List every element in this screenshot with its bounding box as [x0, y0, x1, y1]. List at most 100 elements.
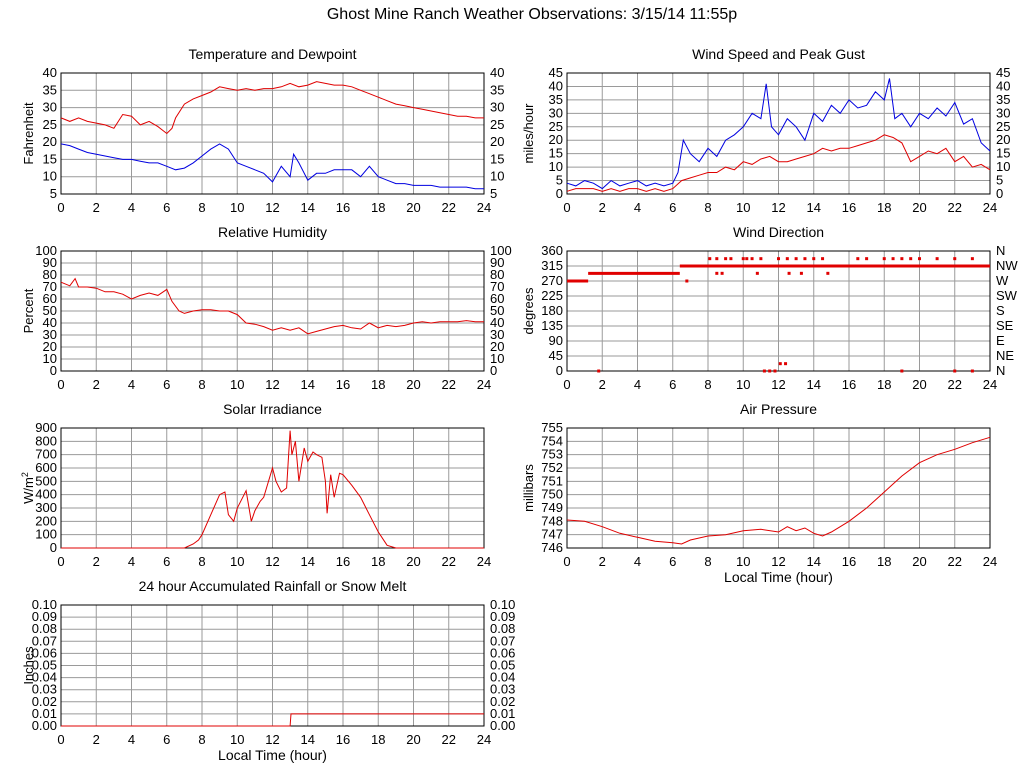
y-tick-label: 270	[541, 273, 563, 288]
direction-point	[768, 369, 772, 373]
y-tick-label: 749	[541, 500, 563, 515]
x-tick-label: 4	[128, 732, 135, 747]
right-y-tick-label: 60	[490, 291, 504, 306]
direction-point	[826, 271, 830, 275]
y-tick-label: 45	[549, 65, 563, 80]
direction-point	[856, 257, 860, 261]
right-y-tick-label: 30	[490, 327, 504, 342]
x-tick-label: 22	[442, 554, 456, 569]
x-tick-label: 20	[912, 200, 926, 215]
y-tick-label: 60	[43, 291, 57, 306]
y-tick-label: 70	[43, 279, 57, 294]
y-tick-label: 754	[541, 433, 563, 448]
y-tick-label: 35	[43, 82, 57, 97]
right-y-tick-label: 0.03	[490, 682, 515, 697]
direction-point	[821, 257, 825, 261]
y-tick-label: 45	[549, 348, 563, 363]
y-axis-label: degrees	[521, 287, 536, 334]
y-tick-label: 40	[43, 65, 57, 80]
y-tick-label: 400	[35, 487, 57, 502]
y-tick-label: 746	[541, 540, 563, 555]
right-y-tick-label: 10	[490, 169, 504, 184]
x-tick-label: 24	[983, 377, 997, 392]
x-tick-label: 4	[128, 200, 135, 215]
x-tick-label: 18	[877, 200, 891, 215]
direction-point	[741, 257, 745, 261]
y-tick-label: 700	[35, 447, 57, 462]
direction-point	[724, 257, 728, 261]
y-tick-label: 500	[35, 473, 57, 488]
x-tick-label: 14	[807, 554, 821, 569]
chart-title: Relative Humidity	[218, 224, 327, 240]
x-tick-label: 10	[230, 554, 244, 569]
right-y-tick-label: 10	[996, 159, 1010, 174]
x-tick-label: 22	[948, 200, 962, 215]
x-tick-label: 12	[265, 200, 279, 215]
x-tick-label: 2	[599, 554, 606, 569]
y-tick-label: 40	[43, 315, 57, 330]
right-y-tick-label: 50	[490, 303, 504, 318]
direction-point	[685, 279, 689, 283]
x-tick-label: 20	[406, 554, 420, 569]
y-axis-label: W/m2	[20, 472, 36, 504]
y-tick-label: 25	[43, 117, 57, 132]
x-tick-label: 12	[771, 554, 785, 569]
right-y-tick-label: NW	[996, 258, 1018, 273]
y-tick-label: 100	[35, 243, 57, 258]
right-y-tick-label: 15	[490, 151, 504, 166]
plot-frame	[566, 427, 991, 549]
y-tick-label: 10	[43, 169, 57, 184]
y-tick-label: 0.06	[32, 645, 57, 660]
chart-title: Air Pressure	[740, 401, 817, 417]
x-tick-label: 6	[669, 554, 676, 569]
x-tick-label: 24	[477, 200, 491, 215]
right-y-tick-label: 30	[996, 105, 1010, 120]
right-y-tick-label: E	[996, 333, 1005, 348]
series-line	[61, 713, 484, 727]
x-tick-label: 2	[599, 200, 606, 215]
direction-point	[799, 271, 803, 275]
y-tick-label: 15	[43, 151, 57, 166]
direction-point	[812, 257, 816, 261]
chart-rain: 24 hour Accumulated Rainfall or Snow Mel…	[21, 578, 515, 763]
right-y-tick-label: 90	[490, 255, 504, 270]
plot-frame	[566, 72, 991, 195]
x-tick-label: 8	[198, 200, 205, 215]
series-line	[566, 134, 991, 192]
x-tick-label: 8	[704, 554, 711, 569]
x-tick-label: 18	[371, 200, 385, 215]
direction-point	[777, 257, 780, 261]
right-y-tick-label: 0.00	[490, 718, 515, 733]
x-tick-label: 24	[477, 554, 491, 569]
direction-point	[762, 369, 766, 373]
x-tick-label: 10	[230, 200, 244, 215]
y-axis-label: Percent	[21, 288, 36, 333]
x-tick-label: 10	[736, 377, 750, 392]
y-tick-label: 0	[556, 186, 563, 201]
direction-point	[715, 271, 719, 275]
direction-point	[787, 271, 791, 275]
y-tick-label: 40	[549, 78, 563, 93]
direction-point	[745, 257, 749, 261]
direction-point	[953, 369, 957, 373]
y-tick-label: 25	[549, 119, 563, 134]
y-tick-label: 0	[50, 540, 57, 555]
chart-title: 24 hour Accumulated Rainfall or Snow Mel…	[139, 578, 407, 594]
x-tick-label: 12	[771, 200, 785, 215]
x-tick-label: 6	[669, 377, 676, 392]
y-tick-label: 747	[541, 527, 563, 542]
x-tick-label: 6	[163, 200, 170, 215]
right-y-tick-label: 45	[996, 65, 1010, 80]
right-y-tick-label: 5	[490, 186, 497, 201]
right-y-tick-label: 20	[996, 132, 1010, 147]
x-tick-label: 0	[563, 377, 570, 392]
y-tick-label: 90	[549, 333, 563, 348]
right-y-tick-label: W	[996, 273, 1009, 288]
right-y-tick-label: 40	[996, 78, 1010, 93]
x-tick-label: 10	[230, 377, 244, 392]
y-tick-label: 0	[50, 363, 57, 378]
x-tick-label: 20	[406, 732, 420, 747]
x-tick-label: 18	[371, 377, 385, 392]
y-tick-label: 0.08	[32, 621, 57, 636]
